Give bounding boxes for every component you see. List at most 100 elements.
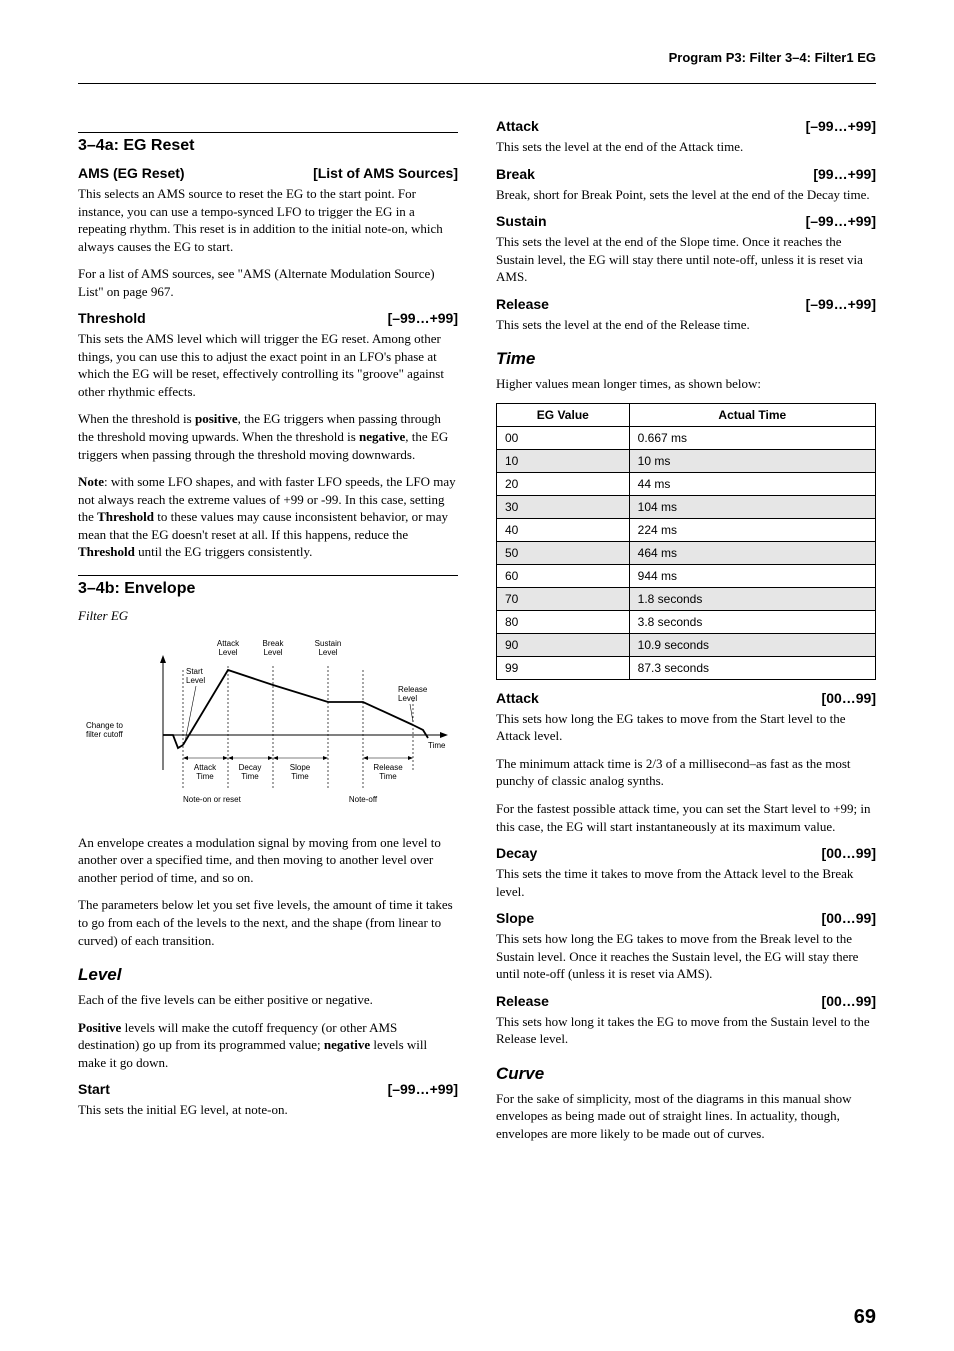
param-label: Release (496, 296, 549, 312)
subhead-time: Time (496, 349, 876, 369)
subhead-curve: Curve (496, 1064, 876, 1084)
paragraph: This sets the level at the end of the Re… (496, 316, 876, 334)
param-range: [00…99] (822, 845, 876, 861)
param-decay: Decay [00…99] (496, 845, 876, 861)
param-range: [List of AMS Sources] (313, 165, 458, 181)
param-label: AMS (EG Reset) (78, 165, 185, 181)
left-column: 3–4a: EG Reset AMS (EG Reset) [List of A… (78, 118, 458, 1153)
svg-text:filter cutoff: filter cutoff (86, 730, 124, 739)
table-row: 60944 ms (497, 564, 876, 587)
table-cell-actualtime: 104 ms (629, 495, 875, 518)
paragraph: The minimum attack time is 2/3 of a mill… (496, 755, 876, 790)
param-break: Break [99…+99] (496, 166, 876, 182)
svg-text:Change to: Change to (86, 721, 123, 730)
table-row: 50464 ms (497, 541, 876, 564)
param-range: [–99…+99] (806, 118, 876, 134)
svg-text:Attack: Attack (217, 639, 240, 648)
svg-text:Note-off: Note-off (349, 795, 378, 804)
paragraph: Note: with some LFO shapes, and with fas… (78, 473, 458, 561)
paragraph: For the fastest possible attack time, yo… (496, 800, 876, 835)
param-range: [00…99] (822, 993, 876, 1009)
paragraph: Each of the five levels can be either po… (78, 991, 458, 1009)
table-cell-egvalue: 99 (497, 656, 630, 679)
param-sustain: Sustain [–99…+99] (496, 213, 876, 229)
table-cell-egvalue: 30 (497, 495, 630, 518)
param-label: Attack (496, 690, 539, 706)
table-row: 803.8 seconds (497, 610, 876, 633)
param-label: Break (496, 166, 535, 182)
paragraph: For the sake of simplicity, most of the … (496, 1090, 876, 1143)
paragraph: This sets how long it takes the EG to mo… (496, 1013, 876, 1048)
table-row: 000.667 ms (497, 426, 876, 449)
svg-text:Release: Release (373, 763, 403, 772)
svg-text:Note-on or reset: Note-on or reset (183, 795, 242, 804)
param-ams-reset: AMS (EG Reset) [List of AMS Sources] (78, 165, 458, 181)
paragraph: This sets the level at the end of the At… (496, 138, 876, 156)
page: Program P3: Filter 3–4: Filter1 EG 3–4a:… (0, 0, 954, 1351)
paragraph: This sets the AMS level which will trigg… (78, 330, 458, 400)
table-header-egvalue: EG Value (497, 403, 630, 426)
table-header-actualtime: Actual Time (629, 403, 875, 426)
section-3-4b-title: 3–4b: Envelope (78, 575, 458, 598)
paragraph: This sets the time it takes to move from… (496, 865, 876, 900)
param-range: [–99…+99] (388, 1081, 458, 1097)
param-label: Release (496, 993, 549, 1009)
table-cell-actualtime: 0.667 ms (629, 426, 875, 449)
svg-text:Time: Time (291, 772, 309, 781)
svg-text:Time: Time (428, 741, 446, 750)
svg-text:Level: Level (263, 648, 282, 657)
table-cell-actualtime: 3.8 seconds (629, 610, 875, 633)
diagram-caption: Filter EG (78, 608, 458, 624)
table-cell-egvalue: 50 (497, 541, 630, 564)
table-cell-egvalue: 00 (497, 426, 630, 449)
param-attack-level: Attack [–99…+99] (496, 118, 876, 134)
param-slope: Slope [00…99] (496, 910, 876, 926)
svg-text:Release: Release (398, 685, 428, 694)
svg-text:Sustain: Sustain (315, 639, 342, 648)
svg-text:Break: Break (263, 639, 285, 648)
table-row: 2044 ms (497, 472, 876, 495)
eg-envelope-diagram: Attack Level Break Level Sustain Level S… (78, 630, 458, 820)
eg-time-table: EG Value Actual Time 000.667 ms1010 ms20… (496, 403, 876, 680)
header-rule (78, 83, 876, 84)
svg-text:Slope: Slope (290, 763, 311, 772)
param-release-level: Release [–99…+99] (496, 296, 876, 312)
running-header: Program P3: Filter 3–4: Filter1 EG (78, 50, 876, 65)
paragraph: This sets how long the EG takes to move … (496, 710, 876, 745)
table-row: 701.8 seconds (497, 587, 876, 610)
param-label: Sustain (496, 213, 547, 229)
table-cell-actualtime: 87.3 seconds (629, 656, 875, 679)
param-label: Decay (496, 845, 537, 861)
svg-text:Level: Level (318, 648, 337, 657)
paragraph: This sets the initial EG level, at note-… (78, 1101, 458, 1119)
table-cell-actualtime: 944 ms (629, 564, 875, 587)
table-cell-egvalue: 10 (497, 449, 630, 472)
svg-text:Time: Time (379, 772, 397, 781)
table-cell-actualtime: 44 ms (629, 472, 875, 495)
table-cell-egvalue: 70 (497, 587, 630, 610)
table-cell-egvalue: 60 (497, 564, 630, 587)
paragraph: This sets the level at the end of the Sl… (496, 233, 876, 286)
table-cell-egvalue: 20 (497, 472, 630, 495)
param-range: [00…99] (822, 910, 876, 926)
param-range: [00…99] (822, 690, 876, 706)
table-cell-actualtime: 1.8 seconds (629, 587, 875, 610)
paragraph: This selects an AMS source to reset the … (78, 185, 458, 255)
paragraph: Higher values mean longer times, as show… (496, 375, 876, 393)
param-range: [–99…+99] (388, 310, 458, 326)
table-cell-actualtime: 464 ms (629, 541, 875, 564)
param-label: Slope (496, 910, 534, 926)
svg-text:Level: Level (186, 676, 205, 685)
param-threshold: Threshold [–99…+99] (78, 310, 458, 326)
paragraph: An envelope creates a modulation signal … (78, 834, 458, 887)
svg-text:Level: Level (398, 694, 417, 703)
param-release-time: Release [00…99] (496, 993, 876, 1009)
page-number: 69 (854, 1306, 876, 1329)
table-row: 1010 ms (497, 449, 876, 472)
paragraph: For a list of AMS sources, see "AMS (Alt… (78, 265, 458, 300)
paragraph: Positive levels will make the cutoff fre… (78, 1019, 458, 1072)
param-label: Threshold (78, 310, 146, 326)
paragraph: Break, short for Break Point, sets the l… (496, 186, 876, 204)
subhead-level: Level (78, 965, 458, 985)
table-row: 9987.3 seconds (497, 656, 876, 679)
